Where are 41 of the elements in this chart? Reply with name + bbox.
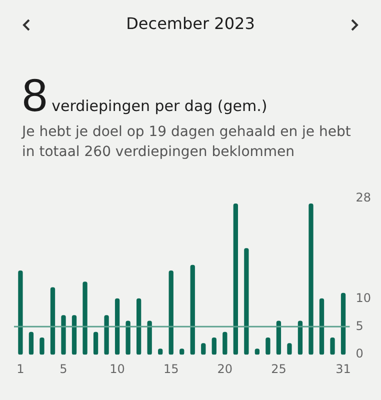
bar (93, 332, 98, 355)
y-tick-label: 5 (356, 318, 364, 333)
bar (298, 320, 303, 355)
bar (330, 338, 335, 355)
bar (308, 203, 314, 355)
x-tick-label: 1 (16, 362, 24, 376)
y-tick-label: 10 (356, 290, 372, 305)
x-tick-label: 10 (110, 362, 125, 376)
bar (82, 282, 88, 355)
bar (168, 270, 174, 355)
bar (147, 320, 152, 355)
x-tick-label: 15 (163, 362, 179, 376)
bar (190, 264, 195, 355)
bar (340, 292, 346, 355)
y-tick-label: 28 (356, 190, 372, 204)
bar (61, 315, 66, 355)
y-tick-label: 0 (356, 346, 364, 361)
text: verdiepingen per dag (gem.) (52, 97, 268, 115)
bar (72, 315, 77, 355)
bar (18, 270, 23, 355)
bar (212, 338, 216, 355)
bar (136, 298, 142, 355)
bar (50, 287, 56, 355)
bar (244, 248, 249, 355)
bar (114, 298, 120, 355)
x-tick-label: 20 (217, 362, 233, 376)
bar (126, 320, 130, 355)
chart-subtitle: Je hebt je doel op 19 dagen gehaald en je hebt in totaal 260 verdiepingen beklommen (22, 123, 352, 162)
bar (276, 320, 282, 355)
x-tick-label: 5 (60, 362, 68, 376)
bar (319, 298, 324, 355)
x-tick-label: 31 (336, 362, 351, 376)
bar (222, 332, 228, 355)
bar (266, 338, 270, 355)
chart-title: December 2023 (125, 14, 256, 33)
bar (40, 338, 44, 355)
bar (28, 332, 34, 355)
bar (233, 203, 238, 355)
text: 8 (22, 69, 48, 121)
x-tick-label: 25 (271, 362, 286, 376)
bar (104, 315, 109, 355)
